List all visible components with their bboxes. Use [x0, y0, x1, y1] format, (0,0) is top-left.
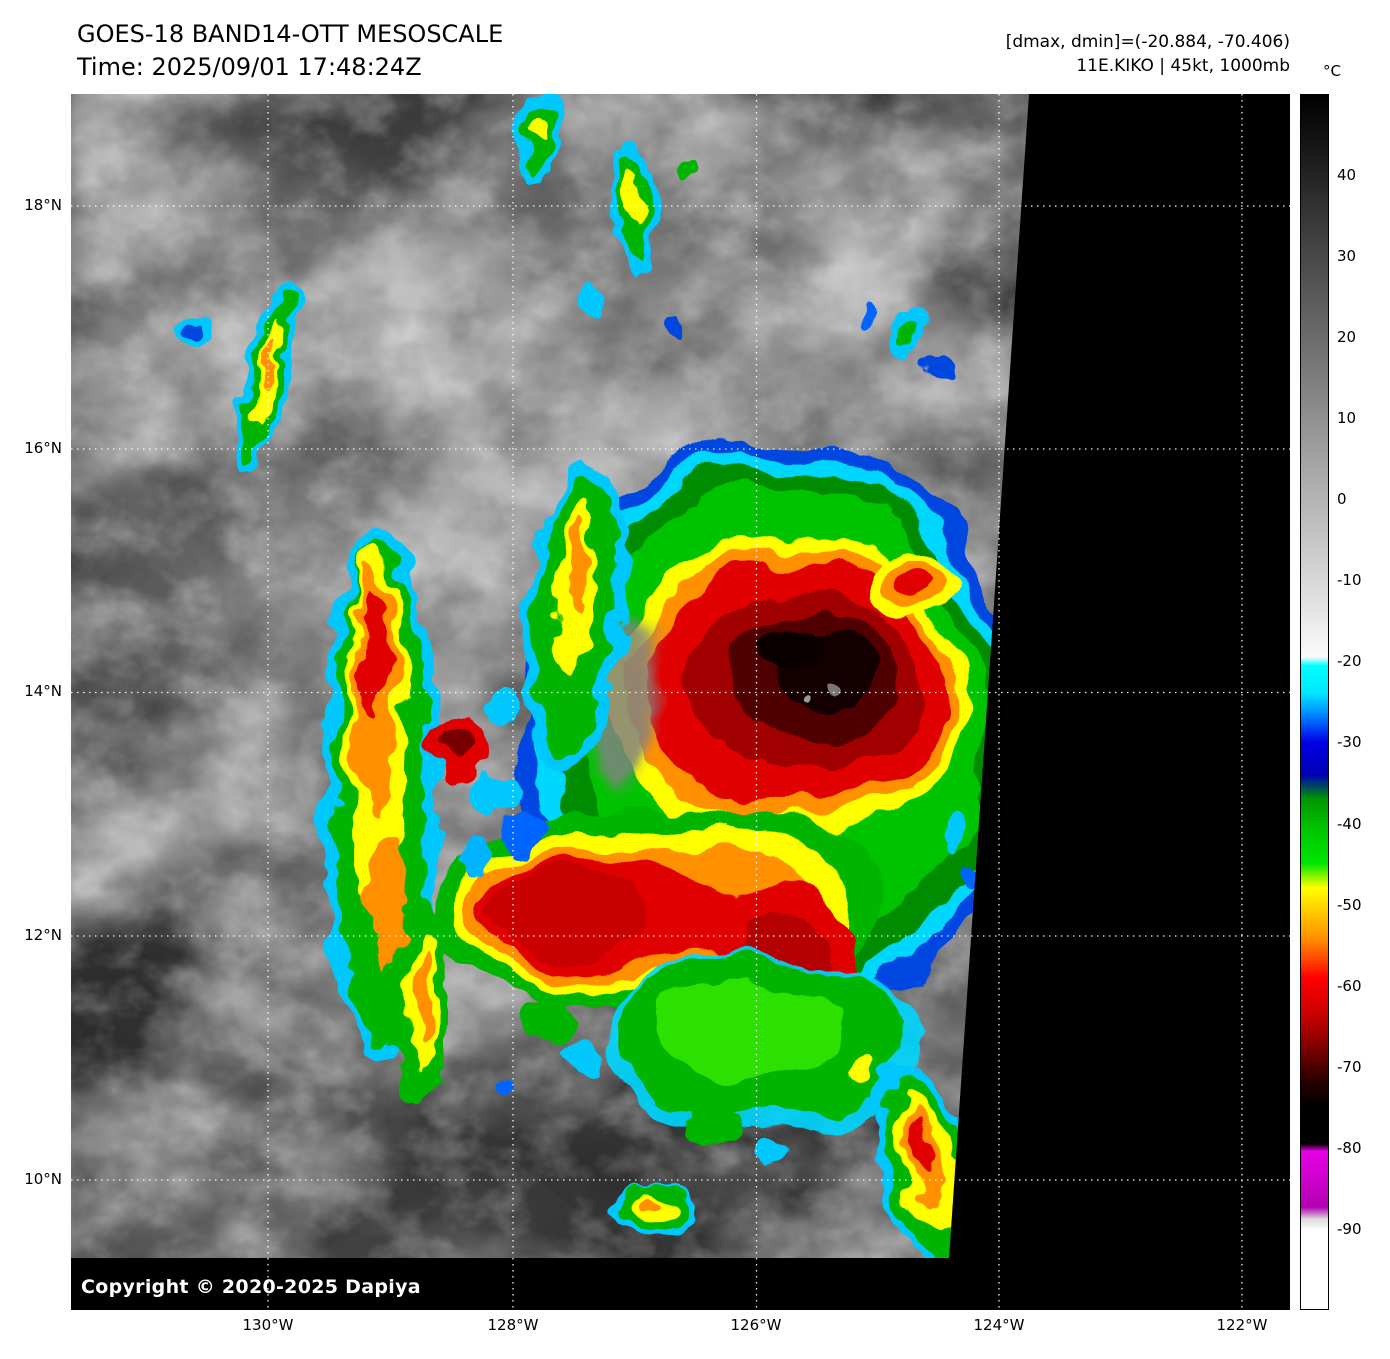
lat-tick-label: 10°N — [24, 1170, 62, 1188]
lon-tick-label: 128°W — [487, 1316, 539, 1334]
satellite-image — [71, 94, 1290, 1310]
colorbar-tick-label: -10 — [1337, 571, 1362, 589]
copyright-text: Copyright © 2020-2025 Dapiya — [81, 1276, 421, 1298]
colorbar-tick-label: 20 — [1337, 328, 1357, 346]
lon-tick-label: 130°W — [242, 1316, 294, 1334]
colorbar-tick-label: -80 — [1337, 1139, 1362, 1157]
colorbar-tick-label: 10 — [1337, 409, 1357, 427]
lat-tick-label: 12°N — [24, 926, 62, 944]
lon-tick-label: 122°W — [1216, 1316, 1268, 1334]
colorbar-ticks: 40 30 20 10 0 -10 -20 -30 -40 -50 -60 -7… — [1337, 94, 1389, 1310]
colorbar-tick-label: -60 — [1337, 977, 1362, 995]
colorbar-unit-label: °C — [1323, 62, 1341, 80]
colorbar-tick-label: -30 — [1337, 733, 1362, 751]
colorbar-tick-label: 40 — [1337, 166, 1357, 184]
storm-core — [425, 437, 1029, 1138]
satellite-map: Copyright © 2020-2025 Dapiya — [71, 94, 1290, 1310]
lat-tick-label: 14°N — [24, 682, 62, 700]
colorbar-tick-label: -70 — [1337, 1058, 1362, 1076]
colorbar-tick-label: -50 — [1337, 896, 1362, 914]
lon-tick-label: 124°W — [973, 1316, 1025, 1334]
colorbar-tick-label: 0 — [1337, 490, 1347, 508]
colorbar-tick-label: -20 — [1337, 652, 1362, 670]
figure-title: GOES-18 BAND14-OTT MESOSCALE — [77, 20, 504, 48]
colorbar-tick-label: -90 — [1337, 1220, 1362, 1238]
figure-meta: [dmax, dmin]=(-20.884, -70.406) 11E.KIKO… — [1006, 30, 1290, 78]
lon-tick-label: 126°W — [730, 1316, 782, 1334]
colorbar — [1300, 94, 1329, 1310]
latitude-axis: 18°N 16°N 14°N 12°N 10°N — [0, 94, 66, 1310]
lat-tick-label: 18°N — [24, 196, 62, 214]
colorbar-tick-label: 30 — [1337, 247, 1357, 265]
longitude-axis: 130°W 128°W 126°W 124°W 122°W — [71, 1316, 1290, 1342]
convective-bands — [173, 94, 985, 1258]
figure-timestamp: Time: 2025/09/01 17:48:24Z — [77, 53, 422, 81]
colorbar-tick-label: -40 — [1337, 815, 1362, 833]
storm-info-readout: 11E.KIKO | 45kt, 1000mb — [1076, 56, 1290, 76]
dmax-dmin-readout: [dmax, dmin]=(-20.884, -70.406) — [1005, 32, 1290, 52]
lat-tick-label: 16°N — [24, 439, 62, 457]
